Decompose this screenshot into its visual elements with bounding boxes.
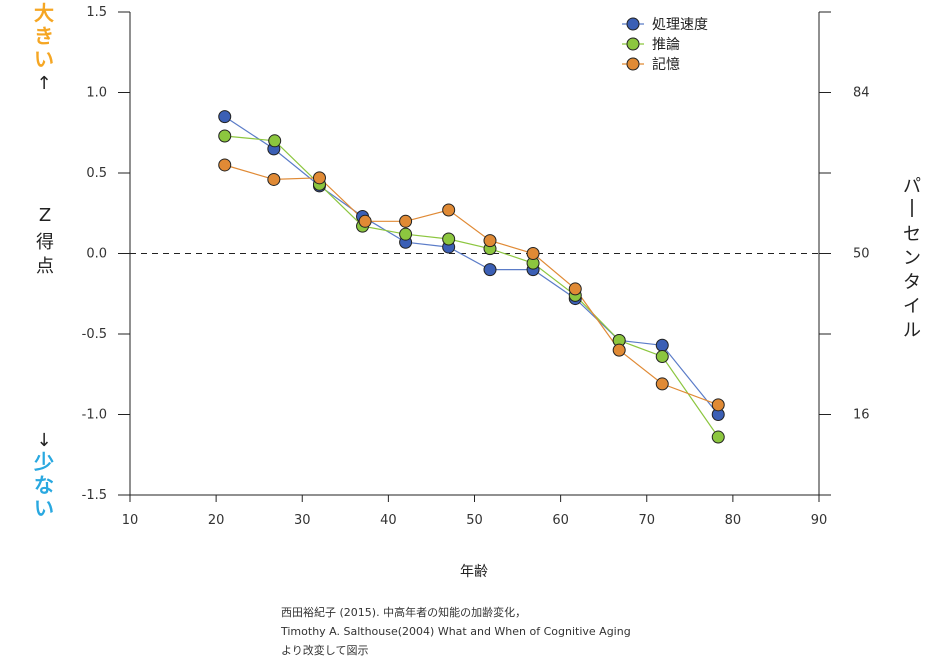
magnitude-large-label: 大 — [34, 1, 54, 25]
legend-marker — [626, 57, 640, 71]
magnitude-large-label: ↑ — [36, 73, 51, 94]
y2-tick-label: 16 — [853, 408, 870, 423]
data-point-処理速度 — [218, 110, 232, 124]
left-axis-title-z: Z — [39, 205, 51, 226]
legend-label: 処理速度 — [652, 17, 708, 33]
legend-label: 記憶 — [652, 56, 680, 73]
magnitude-small-label: ↓ — [36, 430, 51, 451]
x-tick-label: 10 — [122, 513, 139, 528]
legend-marker — [626, 37, 640, 51]
data-point-推論 — [442, 232, 456, 246]
y-tick-label: -0.5 — [82, 327, 107, 342]
data-point-推論 — [655, 350, 669, 364]
data-point-推論 — [711, 430, 725, 444]
x-tick-label: 70 — [638, 513, 655, 528]
y-tick-label: -1.0 — [82, 408, 107, 423]
magnitude-large-label: い — [34, 47, 54, 71]
magnitude-small-label: 少 — [33, 450, 54, 474]
data-point-記憶 — [399, 214, 413, 228]
series-line-記憶 — [224, 164, 719, 406]
y-tick-label: 1.0 — [86, 86, 107, 101]
x-tick-label: 80 — [725, 513, 742, 528]
data-point-処理速度 — [483, 263, 497, 277]
left-axis-title-char: 点 — [36, 256, 54, 277]
x-axis-title: 年齢 — [460, 564, 488, 580]
y-tick-label: 1.5 — [86, 5, 107, 20]
data-point-記憶 — [483, 234, 497, 248]
data-point-記憶 — [526, 247, 540, 260]
data-point-記憶 — [568, 282, 582, 296]
data-point-記憶 — [442, 203, 456, 217]
data-point-記憶 — [612, 343, 626, 357]
magnitude-large-label: き — [34, 24, 54, 48]
y-tick-label: 0.0 — [86, 247, 107, 262]
legend-marker — [626, 17, 640, 31]
y-tick-label: -1.5 — [82, 488, 107, 503]
series-line-推論 — [224, 135, 719, 438]
right-axis-title-char: タ — [903, 272, 921, 293]
data-point-推論 — [268, 134, 282, 148]
y2-tick-label: 84 — [853, 86, 870, 101]
y2-tick-label: 50 — [853, 247, 870, 262]
source-line-1: 西田裕紀子 (2015). 中高年者の知能の加齢変化， — [281, 606, 527, 619]
data-point-記憶 — [218, 158, 232, 172]
data-point-記憶 — [358, 214, 372, 228]
y-tick-label: 0.5 — [86, 166, 107, 181]
right-axis-title-char: ン — [903, 248, 921, 269]
data-point-推論 — [218, 129, 232, 143]
x-tick-label: 90 — [811, 513, 828, 528]
source-line-3: より改変して図示 — [281, 644, 369, 657]
magnitude-small-label: な — [34, 473, 54, 497]
x-tick-label: 30 — [294, 513, 311, 528]
left-axis-title-char: 得 — [36, 232, 54, 253]
x-tick-label: 60 — [552, 513, 569, 528]
data-point-記憶 — [711, 398, 725, 412]
x-tick-label: 20 — [208, 513, 225, 528]
right-axis-title-char: セ — [903, 224, 921, 245]
series-line-処理速度 — [224, 116, 719, 415]
data-point-処理速度 — [655, 338, 669, 352]
data-point-記憶 — [312, 171, 326, 185]
magnitude-small-label: い — [34, 496, 54, 520]
x-tick-label: 40 — [380, 513, 397, 528]
data-point-推論 — [399, 227, 413, 241]
source-line-2: Timothy A. Salthouse(2004) What and When… — [281, 625, 631, 638]
right-axis-title-char: イ — [903, 296, 921, 317]
legend-label: 推論 — [652, 37, 680, 53]
right-axis-title-char: パ — [903, 176, 921, 197]
right-axis-title-char: ル — [903, 320, 921, 341]
data-point-記憶 — [267, 172, 281, 186]
data-point-記憶 — [655, 377, 669, 391]
x-tick-label: 50 — [466, 513, 483, 528]
